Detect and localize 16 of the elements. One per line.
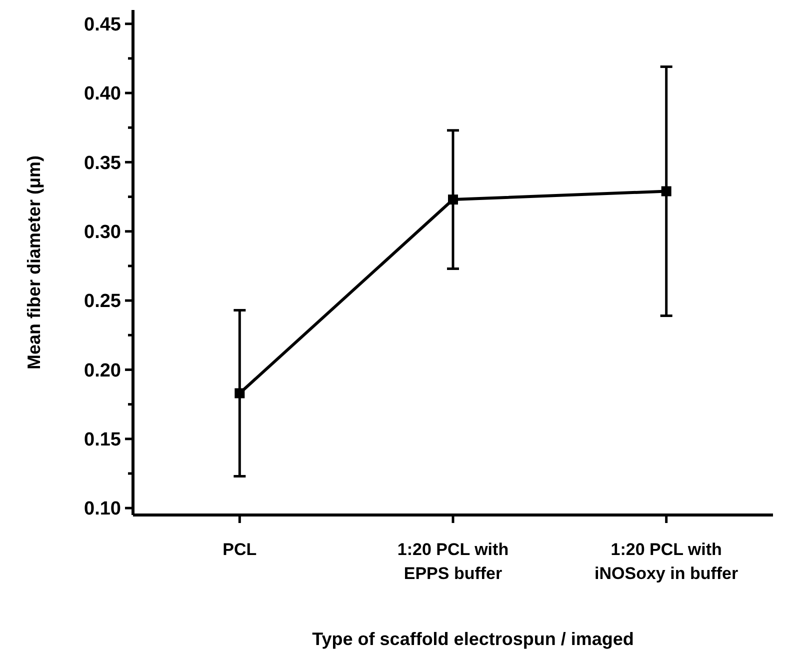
y-tick-label: 0.35 xyxy=(84,152,122,174)
y-tick-label: 0.30 xyxy=(84,222,121,244)
x-tick-label: PCL xyxy=(222,540,257,559)
point xyxy=(234,388,245,398)
x-tick-label: 1:20 PCL with EPPS buffer xyxy=(397,540,509,583)
x-tick-label: 1:20 PCL with iNOSoxy in buffer xyxy=(594,540,738,583)
y-tick-label: 0.25 xyxy=(84,291,122,312)
y-tick-label: 0.45 xyxy=(84,14,122,36)
y-axis-title: Mean fiber diameter (μm) xyxy=(24,155,44,370)
x-axis-title: Type of scaffold electrospun / imaged xyxy=(312,629,634,649)
y-tick-label: 0.20 xyxy=(84,360,121,382)
point xyxy=(448,194,458,205)
y-tick-label: 0.40 xyxy=(84,84,121,105)
y-tick-label: 0.10 xyxy=(84,498,121,520)
y-tick-label: 0.15 xyxy=(84,430,122,451)
point xyxy=(661,186,672,196)
